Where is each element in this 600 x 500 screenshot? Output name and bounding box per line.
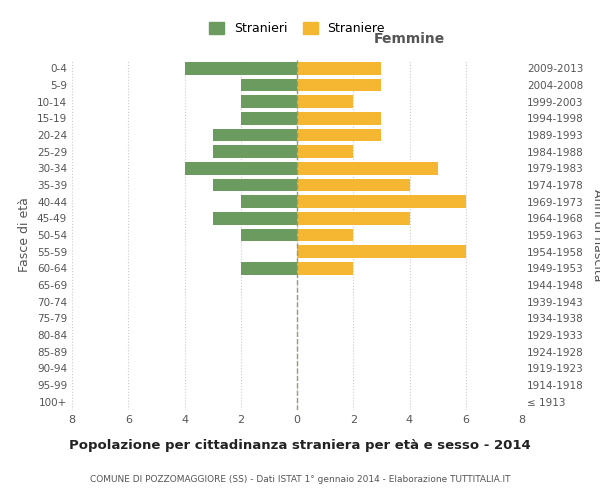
- Bar: [297, 96, 353, 108]
- Bar: [297, 262, 353, 274]
- Bar: [212, 179, 297, 191]
- Bar: [212, 128, 297, 141]
- Bar: [185, 162, 297, 174]
- Bar: [297, 162, 437, 174]
- Bar: [297, 196, 466, 208]
- Text: Popolazione per cittadinanza straniera per età e sesso - 2014: Popolazione per cittadinanza straniera p…: [69, 438, 531, 452]
- Y-axis label: Fasce di età: Fasce di età: [19, 198, 31, 272]
- Text: COMUNE DI POZZOMAGGIORE (SS) - Dati ISTAT 1° gennaio 2014 - Elaborazione TUTTITA: COMUNE DI POZZOMAGGIORE (SS) - Dati ISTA…: [90, 476, 510, 484]
- Bar: [212, 212, 297, 224]
- Bar: [297, 128, 382, 141]
- Bar: [241, 262, 297, 274]
- Bar: [297, 212, 409, 224]
- Bar: [297, 246, 466, 258]
- Bar: [297, 112, 382, 124]
- Y-axis label: Anni di nascita: Anni di nascita: [590, 188, 600, 281]
- Bar: [241, 96, 297, 108]
- Bar: [241, 112, 297, 124]
- Bar: [241, 196, 297, 208]
- Bar: [297, 146, 353, 158]
- Legend: Stranieri, Straniere: Stranieri, Straniere: [204, 17, 390, 40]
- Bar: [297, 229, 353, 241]
- Bar: [297, 179, 409, 191]
- Bar: [297, 78, 382, 91]
- Bar: [241, 78, 297, 91]
- Bar: [297, 62, 382, 74]
- Bar: [185, 62, 297, 74]
- Text: Femmine: Femmine: [374, 32, 445, 46]
- Bar: [212, 146, 297, 158]
- Bar: [241, 229, 297, 241]
